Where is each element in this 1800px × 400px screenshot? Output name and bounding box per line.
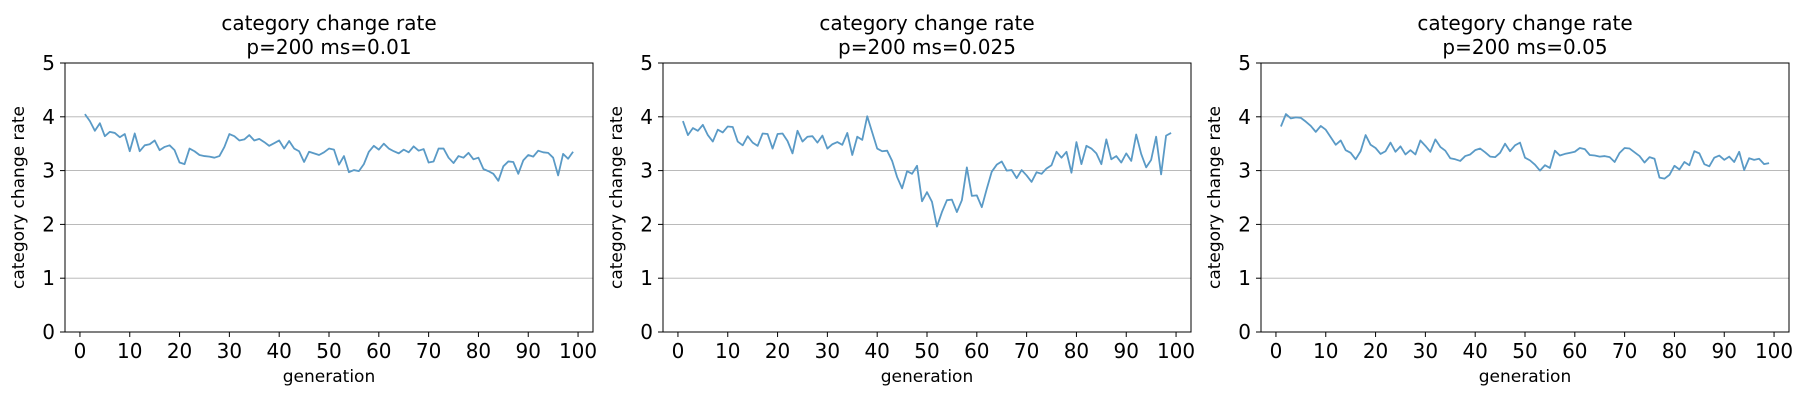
- x-axis-label: generation: [283, 367, 375, 387]
- y-tick-label: 2: [1238, 212, 1251, 236]
- y-tick-label: 4: [1238, 105, 1251, 129]
- y-tick-label: 3: [42, 159, 55, 183]
- y-tick-label: 4: [640, 105, 653, 129]
- chart-subtitle: p=200 ms=0.01: [246, 35, 411, 59]
- x-tick-label: 70: [1612, 339, 1637, 363]
- x-tick-label: 20: [765, 339, 790, 363]
- x-tick-label: 20: [167, 339, 192, 363]
- y-axis-label: category change rate: [607, 106, 627, 289]
- x-tick-label: 60: [964, 339, 989, 363]
- series-line: [1280, 113, 1770, 180]
- x-tick-label: 0: [1270, 339, 1283, 363]
- y-axis-label: category change rate: [9, 106, 29, 289]
- y-tick-label: 1: [1238, 266, 1251, 290]
- x-tick-label: 40: [266, 339, 291, 363]
- x-tick-label: 0: [672, 339, 685, 363]
- chart-title: category change rate: [819, 11, 1034, 35]
- x-tick-label: 10: [1313, 339, 1338, 363]
- x-tick-label: 100: [559, 339, 597, 363]
- chart-subtitle: p=200 ms=0.025: [838, 35, 1016, 59]
- x-tick-label: 10: [715, 339, 740, 363]
- x-tick-label: 40: [1462, 339, 1487, 363]
- y-tick-label: 4: [42, 105, 55, 129]
- plot-frame: [1260, 62, 1790, 333]
- x-tick-label: 80: [1064, 339, 1089, 363]
- x-tick-label: 80: [466, 339, 491, 363]
- y-tick-label: 3: [1238, 159, 1251, 183]
- plot-frame: [662, 62, 1192, 333]
- y-tick-label: 5: [640, 51, 653, 75]
- y-tick-label: 1: [640, 266, 653, 290]
- x-tick-label: 100: [1157, 339, 1195, 363]
- x-tick-label: 50: [316, 339, 341, 363]
- y-tick-label: 0: [42, 320, 55, 344]
- x-axis-label: generation: [1479, 367, 1571, 387]
- x-tick-label: 60: [1562, 339, 1587, 363]
- x-tick-label: 70: [416, 339, 441, 363]
- x-tick-label: 60: [366, 339, 391, 363]
- y-tick-label: 0: [1238, 320, 1251, 344]
- series-line: [682, 115, 1172, 228]
- y-axis-label: category change rate: [1205, 106, 1225, 289]
- y-tick-label: 1: [42, 266, 55, 290]
- series-line: [84, 113, 574, 182]
- x-tick-label: 90: [1114, 339, 1139, 363]
- x-tick-label: 20: [1363, 339, 1388, 363]
- chart-title: category change rate: [1417, 11, 1632, 35]
- x-tick-label: 90: [516, 339, 541, 363]
- y-tick-label: 2: [640, 212, 653, 236]
- y-tick-label: 5: [1238, 51, 1251, 75]
- x-tick-label: 30: [815, 339, 840, 363]
- x-tick-label: 50: [1512, 339, 1537, 363]
- x-tick-label: 80: [1662, 339, 1687, 363]
- x-tick-label: 30: [1413, 339, 1438, 363]
- chart-title: category change rate: [221, 11, 436, 35]
- x-tick-label: 0: [74, 339, 87, 363]
- x-tick-label: 10: [117, 339, 142, 363]
- y-tick-label: 5: [42, 51, 55, 75]
- y-tick-label: 2: [42, 212, 55, 236]
- x-tick-label: 70: [1014, 339, 1039, 363]
- y-tick-label: 3: [640, 159, 653, 183]
- x-tick-label: 100: [1755, 339, 1793, 363]
- x-tick-label: 50: [914, 339, 939, 363]
- x-tick-label: 30: [217, 339, 242, 363]
- x-tick-label: 40: [864, 339, 889, 363]
- plot-frame: [64, 62, 594, 333]
- x-axis-label: generation: [881, 367, 973, 387]
- chart-subtitle: p=200 ms=0.05: [1442, 35, 1607, 59]
- x-tick-label: 90: [1712, 339, 1737, 363]
- y-tick-label: 0: [640, 320, 653, 344]
